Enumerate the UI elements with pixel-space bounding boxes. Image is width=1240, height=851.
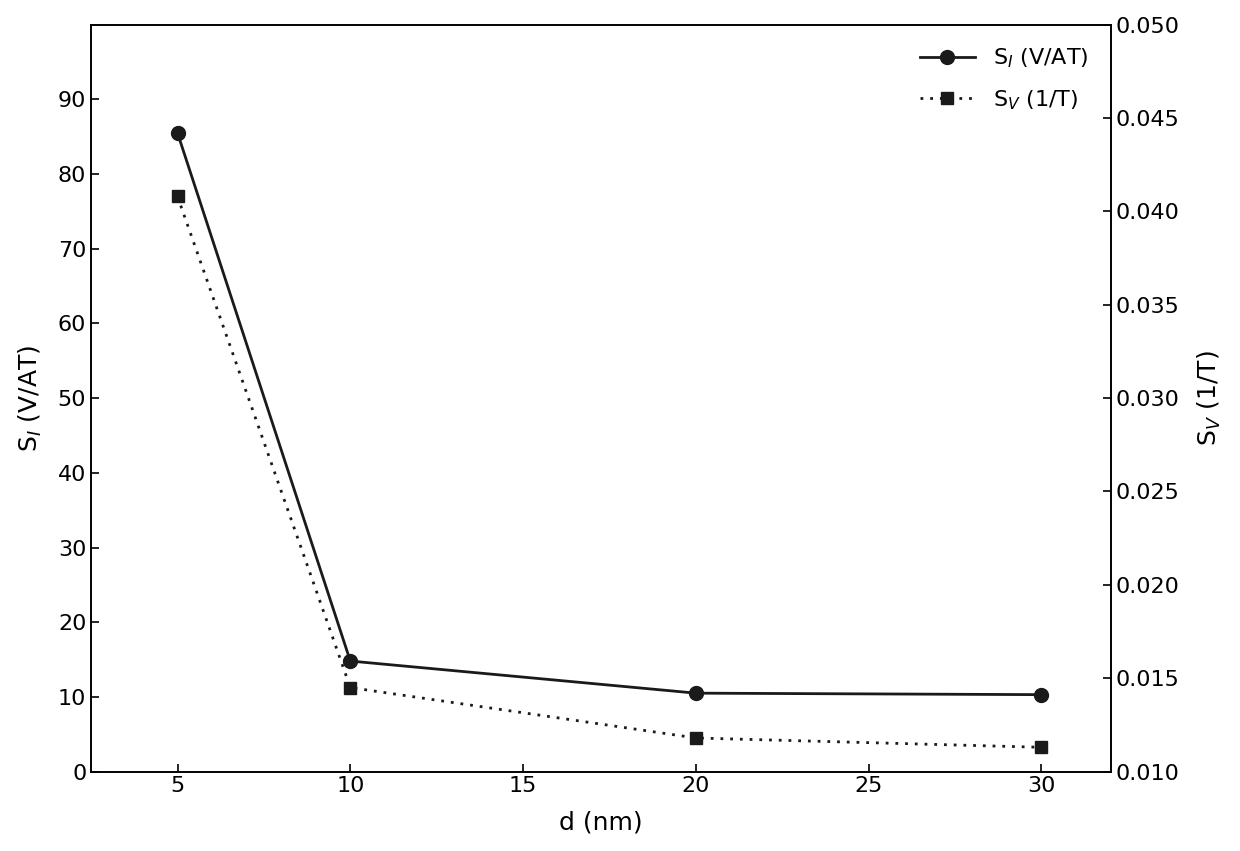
S$_{I}$ (V/AT) <box>1034 689 1049 700</box>
S$_{V}$ (1/T) <box>170 191 185 202</box>
S$_{I}$ (V/AT) <box>343 656 358 666</box>
S$_{V}$ (1/T) <box>688 733 703 743</box>
Line: S$_{V}$ (1/T): S$_{V}$ (1/T) <box>171 191 1048 753</box>
S$_{V}$ (1/T) <box>343 683 358 693</box>
Y-axis label: S$_{V}$ (1/T): S$_{V}$ (1/T) <box>1197 351 1224 446</box>
Y-axis label: S$_{I}$ (V/AT): S$_{I}$ (V/AT) <box>16 345 43 452</box>
Legend: S$_{I}$ (V/AT), S$_{V}$ (1/T): S$_{I}$ (V/AT), S$_{V}$ (1/T) <box>909 36 1100 123</box>
S$_{I}$ (V/AT) <box>688 688 703 699</box>
X-axis label: d (nm): d (nm) <box>559 810 642 834</box>
S$_{V}$ (1/T) <box>1034 742 1049 752</box>
S$_{I}$ (V/AT) <box>170 128 185 138</box>
Line: S$_{I}$ (V/AT): S$_{I}$ (V/AT) <box>171 126 1049 701</box>
